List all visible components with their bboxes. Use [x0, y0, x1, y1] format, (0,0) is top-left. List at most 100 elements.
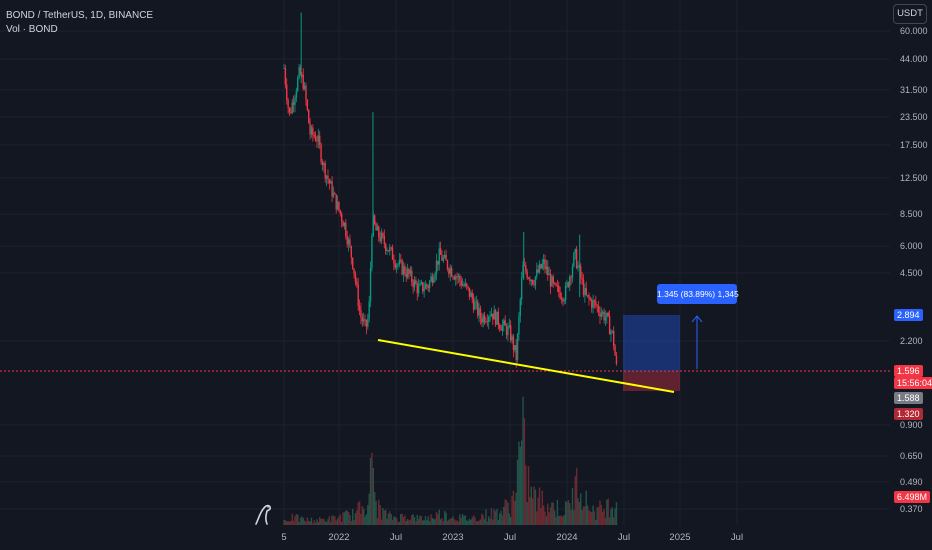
currency-button[interactable]: USDT [893, 4, 927, 24]
volume-bar [424, 516, 427, 525]
candle-body [362, 319, 365, 322]
candle-body [538, 264, 541, 273]
candle-body [494, 310, 497, 325]
volume-bar [560, 515, 563, 525]
candle-body [379, 236, 381, 242]
candle-body [500, 328, 502, 331]
volume-bar [478, 520, 480, 525]
candle-body [467, 286, 469, 288]
candle-body [360, 309, 362, 318]
volume-bar [551, 502, 553, 525]
candle-body [419, 283, 421, 286]
symbol-title[interactable]: BOND / TetherUS, 1D, BINANCE [6, 10, 154, 21]
candle-body [415, 279, 417, 285]
candle-body [391, 247, 394, 260]
candle-body [345, 222, 347, 237]
volume-bar [386, 518, 388, 525]
volume-bar [448, 519, 450, 525]
volume-bar [324, 521, 326, 525]
volume-bar [492, 519, 494, 525]
volume-bar [600, 504, 603, 525]
candle-body [503, 320, 505, 325]
volume-bar [567, 500, 570, 525]
volume-bar [580, 493, 582, 525]
projection-target-zone [623, 315, 680, 371]
candle-body [405, 274, 407, 278]
candle-body [542, 259, 545, 264]
candle-body [361, 317, 364, 322]
volume-bar [599, 500, 601, 525]
volume-bar [308, 520, 310, 525]
projection-label[interactable]: 1.345 (83.89%) 1,345 [657, 284, 739, 304]
y-tick-label: 0.650 [900, 451, 923, 461]
candle-body [343, 222, 346, 227]
volume-bar [323, 518, 325, 525]
volume-bar [585, 490, 587, 525]
candle-body [306, 100, 309, 110]
volume-bar [378, 499, 380, 525]
candle-body [424, 284, 427, 290]
candle-body [525, 265, 527, 272]
candle-body [455, 276, 457, 280]
candle-body [426, 284, 428, 287]
candle-body [427, 286, 429, 288]
x-tick-label: 2023 [442, 532, 464, 543]
volume-bar [310, 517, 313, 525]
volume-bar [515, 492, 517, 525]
candle-body [497, 311, 500, 325]
candle-body [378, 226, 380, 237]
volume-bar [367, 505, 369, 525]
volume-bar [460, 517, 462, 525]
volume-bar [309, 521, 311, 525]
candle-body [330, 181, 332, 184]
candle-body [552, 276, 554, 283]
candle-body [383, 235, 385, 244]
volume-bar [401, 513, 403, 525]
candle-body [402, 265, 405, 275]
volume-bar [415, 521, 417, 525]
volume-bar [449, 518, 451, 525]
volume-bar [520, 440, 523, 525]
volume-bar [563, 515, 565, 525]
candle-body [477, 301, 479, 316]
candle-body [336, 201, 339, 210]
volume-bar [608, 517, 611, 525]
candle-body [518, 316, 520, 335]
candle-body [461, 284, 464, 286]
volume-bar [347, 511, 350, 525]
x-tick-label: Jul [617, 532, 631, 543]
y-tick-label: 0.490 [900, 477, 923, 487]
candle-body [560, 298, 563, 300]
volume-bar [547, 503, 549, 525]
candle-body [511, 336, 513, 341]
volume-bar [611, 507, 614, 525]
volume-bar [290, 520, 292, 525]
volume-bar [353, 520, 355, 525]
volume-bar [283, 520, 285, 525]
volume-bar [441, 518, 443, 525]
volume-bar [343, 512, 346, 525]
candle-body [416, 284, 418, 294]
candle-body [592, 300, 594, 308]
volume-bar [531, 498, 534, 525]
volume-bar [303, 520, 306, 525]
volume-bar [305, 521, 307, 525]
candle-body [450, 268, 453, 277]
volume-bar [468, 518, 471, 525]
volume-bar [483, 519, 486, 525]
candle-body [434, 273, 436, 279]
candle-body [600, 313, 603, 317]
candle-body [301, 74, 303, 76]
candle-body [298, 67, 300, 78]
volume-bar [338, 516, 340, 525]
candle-body [556, 285, 559, 287]
volume-bar [503, 506, 505, 525]
candle-body [582, 279, 585, 296]
candle-body [485, 321, 487, 323]
candle-body [288, 107, 291, 113]
volume-indicator-title[interactable]: Vol · BOND [6, 24, 58, 35]
volume-bar [466, 520, 468, 525]
candle-body [369, 267, 372, 302]
candle-body [563, 300, 565, 302]
